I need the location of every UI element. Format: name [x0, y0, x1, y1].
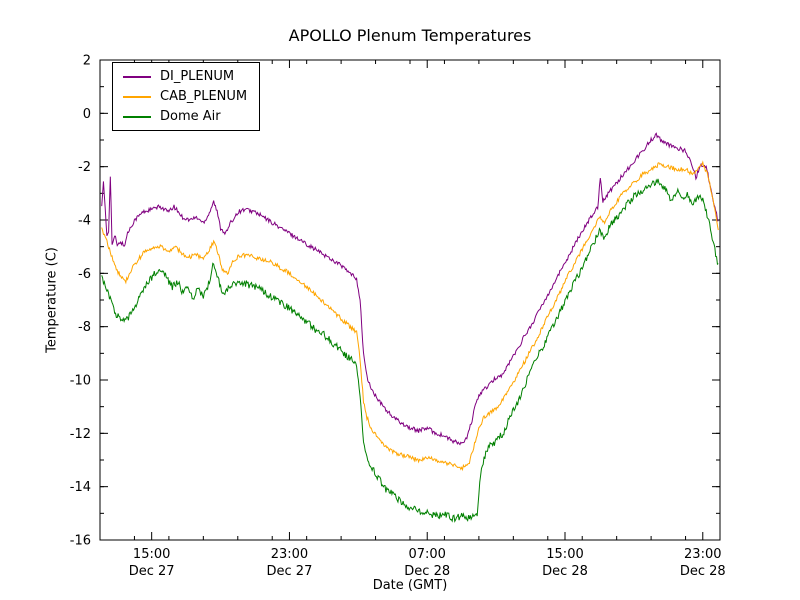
- legend-label-di-plenum: DI_PLENUM: [160, 69, 235, 84]
- legend-line-cab-plenum: [123, 95, 151, 98]
- x-tick-label: 07:00: [408, 547, 445, 562]
- x-tick-label: Dec 28: [404, 564, 450, 579]
- series-line-di-plenum: [101, 132, 719, 446]
- legend-entry-di-plenum: DI_PLENUM: [123, 69, 247, 84]
- series-line-dome-air: [101, 178, 719, 523]
- x-axis-label: Date (GMT): [372, 578, 448, 593]
- legend-entry-dome-air: Dome Air: [123, 109, 247, 124]
- x-tick-label: 23:00: [271, 547, 308, 562]
- y-tick-label: -10: [70, 374, 91, 389]
- y-tick-label: -12: [70, 427, 91, 442]
- legend-entry-cab-plenum: CAB_PLENUM: [123, 89, 247, 104]
- legend-label-dome-air: Dome Air: [160, 109, 221, 124]
- y-tick-label: -4: [78, 214, 91, 229]
- x-tick-label: 15:00: [133, 547, 170, 562]
- x-tick-label: Dec 27: [267, 564, 313, 579]
- y-tick-label: -2: [78, 160, 91, 175]
- y-tick-label: -6: [78, 267, 91, 282]
- x-tick-label: Dec 28: [542, 564, 588, 579]
- y-tick-label: 2: [83, 54, 91, 69]
- y-tick-label: -8: [78, 320, 91, 335]
- x-tick-label: Dec 27: [129, 564, 175, 579]
- y-tick-label: -14: [70, 480, 91, 495]
- x-tick-label: Dec 28: [680, 564, 726, 579]
- series-line-cab-plenum: [101, 160, 719, 472]
- legend: DI_PLENUM CAB_PLENUM Dome Air: [112, 62, 261, 131]
- legend-label-cab-plenum: CAB_PLENUM: [160, 89, 248, 104]
- y-tick-label: 0: [83, 107, 91, 122]
- x-tick-label: 15:00: [546, 547, 583, 562]
- legend-line-di-plenum: [123, 75, 151, 78]
- y-axis-label: Temperature (C): [44, 247, 60, 353]
- y-tick-label: -16: [70, 534, 91, 549]
- x-tick-label: 23:00: [684, 547, 721, 562]
- legend-line-dome-air: [123, 115, 151, 118]
- chart-title: APOLLO Plenum Temperatures: [288, 26, 532, 45]
